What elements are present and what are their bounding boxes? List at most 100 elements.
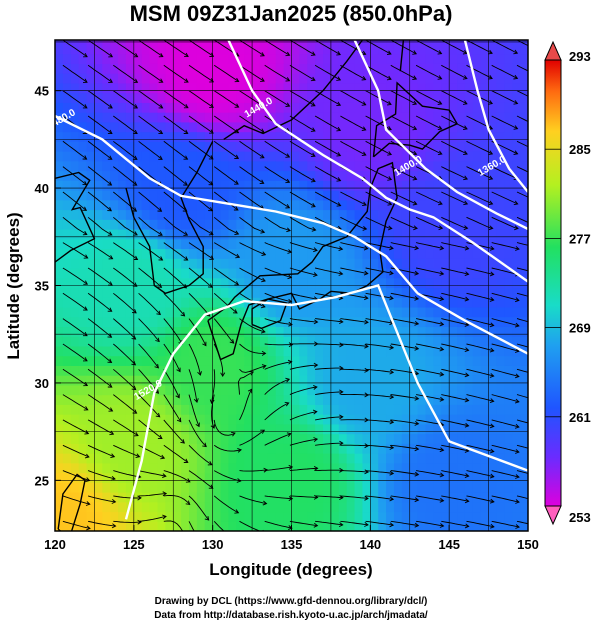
field-cell [55, 170, 64, 181]
field-cell [212, 355, 222, 366]
field-cell [283, 316, 293, 328]
streamline [188, 242, 214, 260]
streamline-arrow [285, 178, 291, 184]
field-cell [55, 423, 64, 435]
field-cell [86, 102, 96, 113]
field-cell [212, 92, 222, 103]
field-cell [496, 326, 505, 337]
field-cell [417, 345, 427, 357]
field-cell [173, 180, 182, 191]
field-cell [488, 82, 498, 94]
streamline [416, 394, 444, 401]
streamline [466, 520, 494, 528]
streamline-arrow [414, 471, 420, 477]
field-cell [149, 92, 159, 103]
field-cell [362, 151, 371, 162]
field-cell [417, 180, 427, 191]
streamline [415, 64, 442, 80]
field-cell [370, 190, 379, 201]
streamline [289, 90, 316, 107]
field-cell [346, 482, 356, 493]
field-cell [55, 345, 64, 357]
streamline [340, 242, 368, 250]
field-cell [62, 394, 72, 405]
field-cell [330, 141, 340, 152]
streamline-arrow [387, 100, 392, 106]
field-cell [125, 521, 135, 531]
field-cell [346, 462, 356, 474]
field-cell [236, 277, 245, 289]
field-cell [417, 521, 427, 531]
field-cell [86, 365, 96, 376]
field-cell [165, 404, 174, 415]
streamline-arrow [284, 401, 290, 407]
field-cell [157, 511, 166, 522]
field-cell [196, 326, 206, 337]
field-cell [504, 443, 513, 454]
streamline-arrow [539, 201, 543, 205]
field-cell [291, 394, 300, 405]
field-cell [464, 82, 474, 94]
streamline [113, 64, 138, 83]
field-cell [378, 326, 387, 337]
field-cell [165, 141, 174, 152]
streamline [416, 267, 444, 275]
field-cell [236, 423, 245, 435]
field-cell [504, 112, 513, 123]
field-cell [330, 190, 340, 201]
field-cell [449, 336, 458, 347]
field-cell [520, 53, 528, 64]
field-cell [504, 355, 513, 366]
x-tick-labels: 120 125 130 135 140 145 150 [44, 525, 539, 552]
field-cell [283, 180, 293, 191]
streamline-arrow [183, 155, 189, 160]
field-cell [149, 297, 159, 308]
field-cell [346, 345, 356, 357]
field-cell [346, 501, 356, 513]
field-cell [354, 131, 364, 142]
streamline [88, 520, 116, 527]
field-cell [338, 170, 348, 181]
field-cell [86, 112, 96, 123]
field-cell [86, 219, 96, 230]
streamline [188, 191, 213, 212]
field-cell [133, 375, 143, 386]
field-cell [110, 472, 119, 483]
field-cell [78, 43, 88, 55]
streamline-arrow [133, 52, 139, 58]
field-cell [236, 521, 245, 531]
field-cell [165, 277, 174, 289]
x-axis-title: Longitude (degrees) [209, 560, 372, 579]
streamline [87, 242, 113, 260]
field-cell [78, 521, 88, 531]
field-cell [449, 472, 458, 483]
field-cell [409, 170, 419, 181]
field-cell [307, 131, 316, 142]
field-cell [346, 453, 356, 464]
streamline [340, 64, 366, 80]
field-cell [141, 258, 151, 269]
field-cell [504, 492, 513, 503]
streamline-arrow [135, 453, 141, 459]
field-cell [125, 306, 135, 318]
streamline [264, 191, 290, 209]
field-cell [417, 375, 427, 386]
field-cell [125, 209, 135, 220]
field-cell [94, 258, 103, 269]
field-cell [480, 316, 490, 328]
field-cell [346, 170, 356, 181]
streamline [188, 521, 195, 531]
field-cell [165, 394, 174, 405]
field-cell [441, 345, 450, 357]
field-cell [125, 345, 135, 357]
field-cell [338, 326, 348, 337]
field-cell [425, 131, 434, 142]
field-cell [362, 472, 371, 483]
streamline-arrow [82, 230, 88, 236]
field-cell [496, 199, 505, 211]
field-cell [386, 404, 395, 415]
field-cell [323, 462, 332, 474]
field-cell [409, 316, 419, 328]
streamline-arrow [489, 271, 495, 277]
